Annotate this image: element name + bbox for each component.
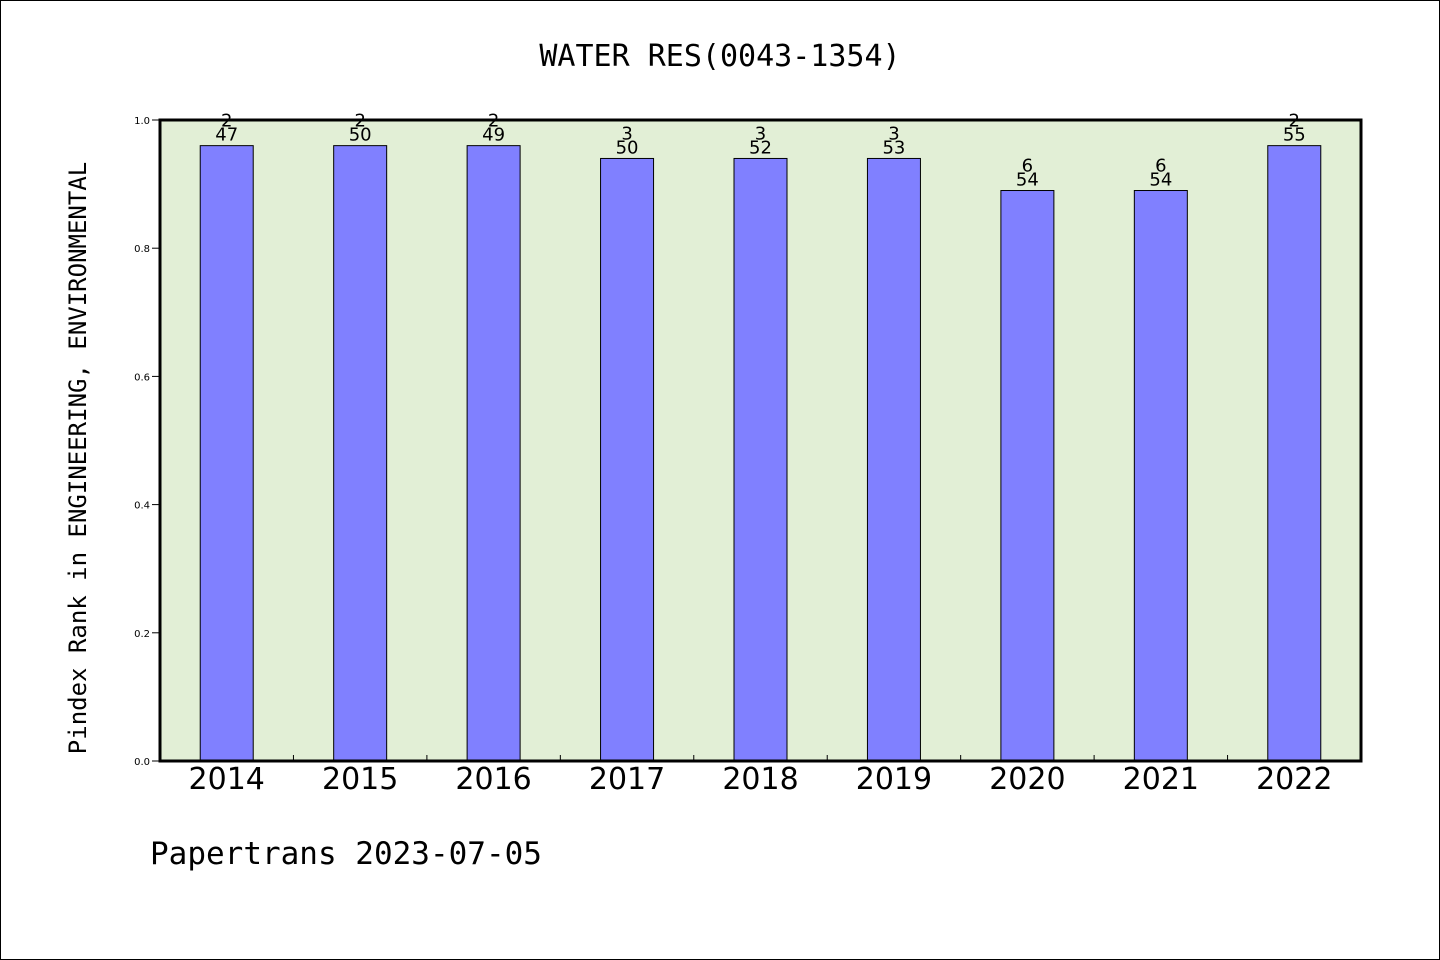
x-axis: 2014 2015 2016 2017 2018 2019 2020 2021 2022 <box>189 755 1332 797</box>
x-tick-label: 2020 <box>989 762 1065 797</box>
bar-total-label: 47 <box>215 125 238 146</box>
bar-rank-label: 3 <box>888 123 899 144</box>
y-axis-label: Pindex Rank in ENGINEERING, ENVIRONMENTA… <box>64 162 92 754</box>
bar-rank-label: 3 <box>621 123 632 144</box>
y-tick-label: 0.0 <box>134 757 150 768</box>
bar-total-label: 55 <box>1283 125 1306 146</box>
bar-total-label: 54 <box>1149 170 1172 191</box>
bar-2019 <box>866 157 921 762</box>
bars <box>199 145 1322 762</box>
y-tick-label: 0.2 <box>134 629 150 640</box>
x-tick-label: 2015 <box>322 762 398 797</box>
y-tick-label: 0.4 <box>134 501 150 512</box>
bar-2017 <box>600 157 655 762</box>
bar-total-label: 49 <box>482 125 505 146</box>
y-tick-label: 0.6 <box>134 372 150 383</box>
y-tick-label: 1.0 <box>134 116 150 127</box>
bar-total-label: 52 <box>749 137 772 158</box>
bar-2022 <box>1267 145 1322 762</box>
bar-2015 <box>333 145 388 762</box>
y-tick-label: 0.8 <box>134 244 150 255</box>
bar-rank-label: 6 <box>1155 156 1166 177</box>
x-tick-label: 2018 <box>722 762 798 797</box>
plot-border <box>158 118 1363 763</box>
bar-2021 <box>1133 190 1188 762</box>
x-tick-label: 2016 <box>455 762 531 797</box>
bar-rank-label: 3 <box>755 123 766 144</box>
bar-total-label: 53 <box>882 137 905 158</box>
x-tick-label: 2017 <box>589 762 665 797</box>
x-tick-label: 2021 <box>1123 762 1199 797</box>
x-tick-label: 2014 <box>189 762 265 797</box>
bar-total-label: 50 <box>616 137 639 158</box>
chart-title: WATER RES(0043-1354) <box>539 39 900 74</box>
bar-2020 <box>1000 190 1055 762</box>
y-axis: 0.0 0.2 0.4 0.6 0.8 1.0 <box>134 116 160 768</box>
bar-rank-label: 6 <box>1022 156 1033 177</box>
bar-2016 <box>466 145 521 762</box>
bar-total-label: 50 <box>349 125 372 146</box>
bar-2018 <box>733 157 788 762</box>
bar-2014 <box>199 145 254 762</box>
bar-total-label: 54 <box>1016 170 1039 191</box>
footer-text: Papertrans 2023-07-05 <box>150 836 542 872</box>
x-tick-label: 2019 <box>856 762 932 797</box>
x-tick-label: 2022 <box>1256 762 1332 797</box>
